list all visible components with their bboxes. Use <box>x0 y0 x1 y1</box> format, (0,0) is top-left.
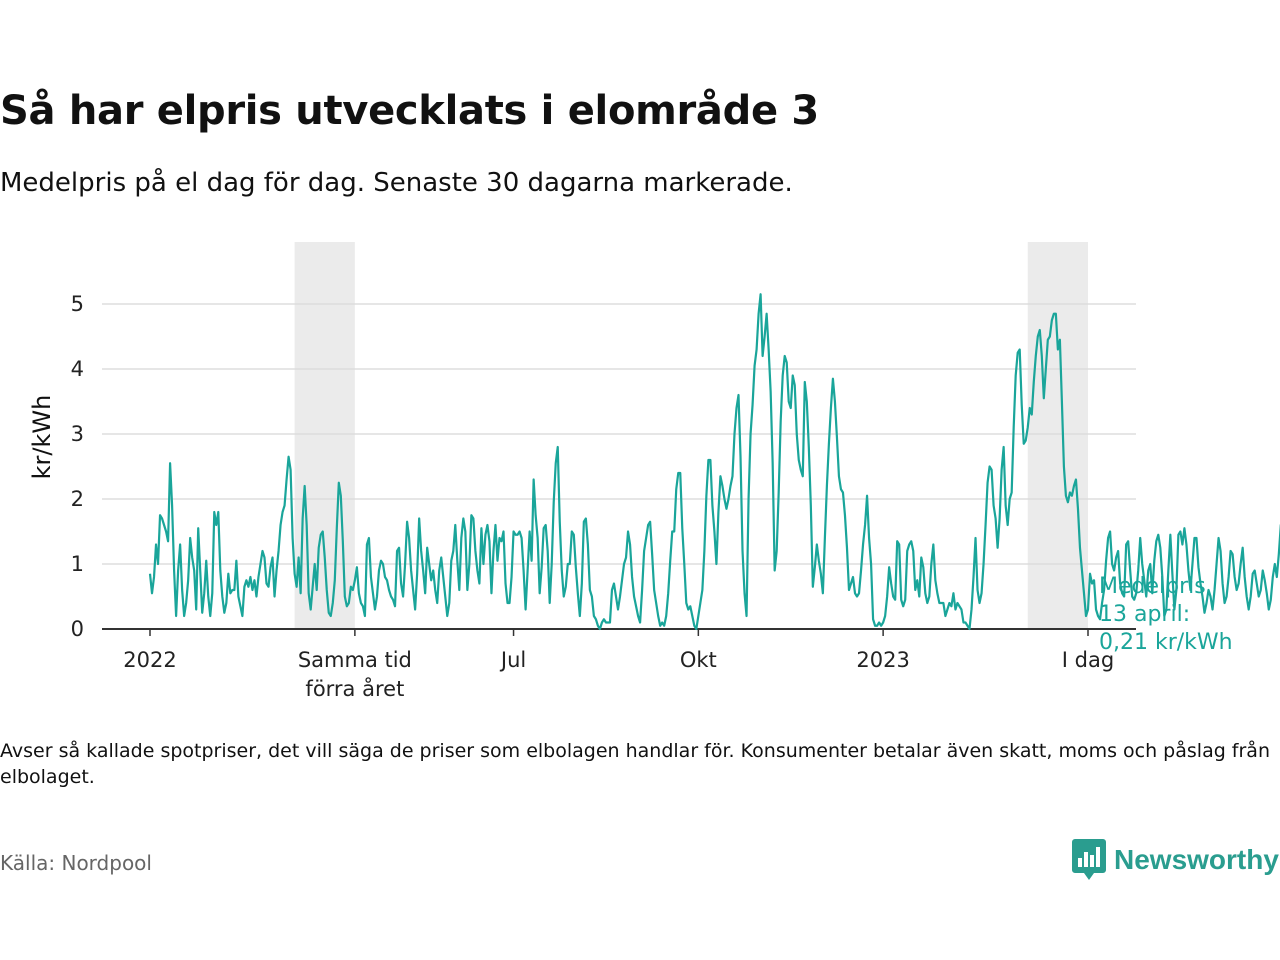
x-tick-label-6: I dag <box>1062 648 1114 672</box>
price-line-chart: 0 1 2 3 4 5 kr/kWh 2022 Samma tid förra året Jul… <box>28 242 1280 701</box>
x-tick-label-3: Jul <box>499 648 526 672</box>
x-tick-label-5: 2023 <box>856 648 909 672</box>
brand-logo: Newsworthy <box>1072 838 1279 882</box>
highlight-band-2 <box>1027 242 1088 629</box>
footnote: Avser så kallade spotpriser, det vill sä… <box>0 740 1270 788</box>
source-credit: Källa: Nordpool <box>0 851 152 875</box>
annotation-line-2: 13 april: <box>1099 602 1190 627</box>
y-tick-labels: 0 1 2 3 4 5 <box>71 292 84 641</box>
x-tick-labels: 2022 Samma tid förra året Jul Okt 2023 I dag <box>123 629 1114 701</box>
x-tick-label-4: Okt <box>680 648 717 672</box>
x-tick-label-2: Samma tid <box>298 648 412 672</box>
y-axis-title: kr/kWh <box>28 395 56 480</box>
bar-chart-logo-icon <box>1072 839 1106 880</box>
page-title: Så har elpris utvecklats i elområde 3 <box>0 88 819 134</box>
annotation-line-1: Medelpris <box>1099 574 1206 599</box>
y-tick-label-2: 2 <box>71 487 84 511</box>
latest-value-annotation: Medelpris 13 april: 0,21 kr/kWh <box>1099 574 1233 655</box>
brand-name: Newsworthy <box>1114 844 1279 875</box>
series-line-medelpris <box>148 293 1280 631</box>
y-tick-label-4: 4 <box>71 357 84 381</box>
page-subtitle: Medelpris på el dag för dag. Senaste 30 … <box>0 168 793 198</box>
x-tick-label-2: förra året <box>305 676 404 701</box>
x-tick-label-1: 2022 <box>123 648 176 672</box>
y-tick-label-0: 0 <box>71 617 84 641</box>
y-tick-label-1: 1 <box>71 552 84 576</box>
y-tick-label-5: 5 <box>71 292 84 316</box>
grid-lines <box>102 303 1136 565</box>
highlight-bands <box>294 242 1088 629</box>
annotation-line-3: 0,21 kr/kWh <box>1099 630 1233 655</box>
y-tick-label-3: 3 <box>71 422 84 446</box>
